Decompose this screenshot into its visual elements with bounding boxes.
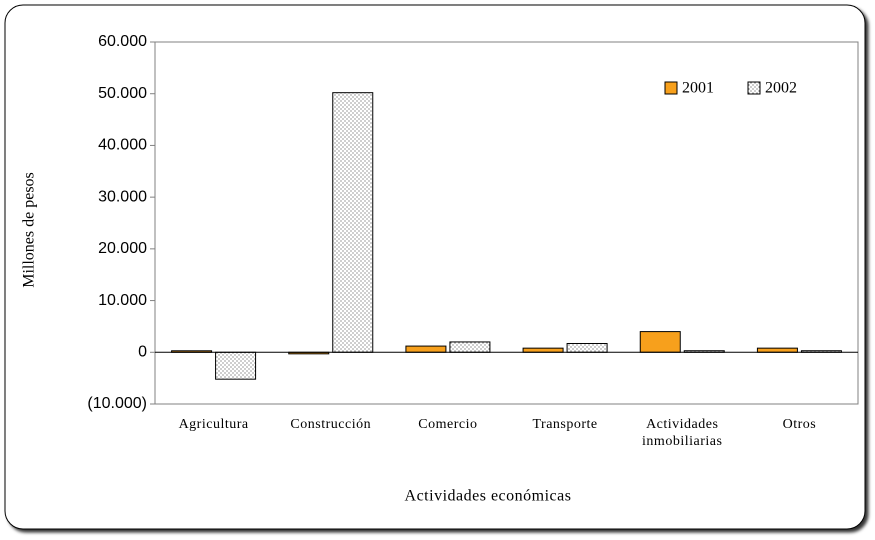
plot-area — [154, 41, 859, 405]
y-tick-label: (10.000) — [87, 395, 147, 412]
x-tick-label: Actividades inmobiliarias — [642, 417, 723, 449]
y-tick-label: 10.000 — [98, 292, 147, 309]
x-tick-label: Construcción — [290, 417, 372, 432]
bar — [639, 331, 681, 353]
x-tick-label: Transporte — [532, 417, 598, 432]
y-tick-label: 50.000 — [98, 85, 147, 102]
y-tick-label: 60.000 — [98, 33, 147, 50]
y-tick-label: 20.000 — [98, 240, 147, 257]
frame — [4, 4, 866, 530]
x-tick-label: Comercio — [418, 417, 478, 432]
legend-swatch — [747, 81, 761, 95]
x-tick-label: Agricultura — [178, 417, 249, 432]
x-axis-title: Actividades económicas — [405, 488, 572, 505]
y-tick-label: 0 — [138, 344, 147, 361]
bar — [522, 347, 564, 353]
bar — [405, 345, 447, 353]
legend-swatch — [664, 81, 678, 95]
y-tick-label: 40.000 — [98, 137, 147, 154]
x-tick-label: Otros — [782, 417, 817, 432]
bar — [449, 341, 491, 353]
y-tick-label: 30.000 — [98, 188, 147, 205]
legend-label: 2001 — [682, 80, 714, 97]
bar — [332, 92, 374, 353]
bar — [566, 342, 608, 353]
legend-label: 2002 — [765, 80, 797, 97]
y-axis-title: Millones de pesos — [21, 172, 38, 288]
bar — [756, 347, 798, 353]
bar — [215, 351, 257, 380]
